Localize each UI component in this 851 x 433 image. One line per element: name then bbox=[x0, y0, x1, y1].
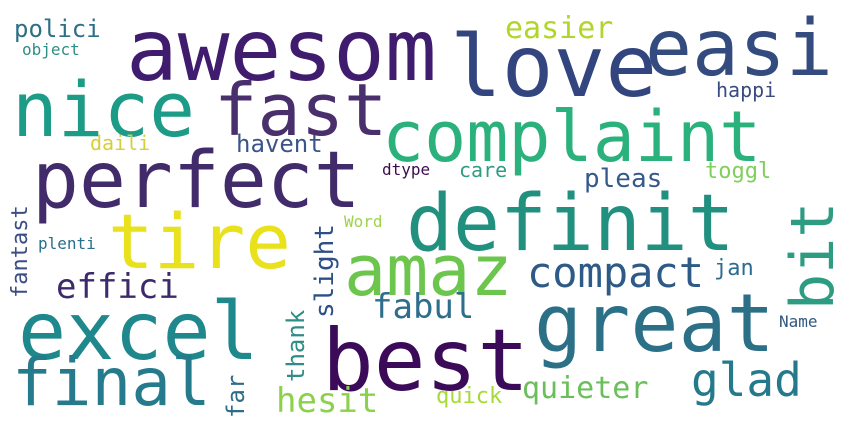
word-effici: effici bbox=[56, 267, 179, 307]
word-excel: excel bbox=[18, 285, 259, 378]
word-love: love bbox=[450, 17, 658, 117]
word-tire: tire bbox=[108, 197, 292, 286]
word-easi: easi bbox=[645, 4, 833, 94]
word-Name: Name bbox=[779, 312, 818, 331]
word-amaz: amaz bbox=[344, 230, 513, 312]
word-polici: polici bbox=[14, 15, 101, 43]
word-object: object bbox=[22, 40, 80, 59]
word-quick: quick bbox=[436, 384, 503, 409]
word-easier: easier bbox=[505, 11, 614, 46]
word-best: best bbox=[322, 311, 530, 411]
word-definit: definit bbox=[406, 179, 735, 269]
word-fantast: fantast bbox=[8, 205, 33, 298]
word-quieter: quieter bbox=[522, 371, 649, 406]
word-awesom: awesom bbox=[126, 1, 437, 101]
word-pleas: pleas bbox=[584, 164, 663, 194]
word-toggl: toggl bbox=[705, 159, 772, 184]
word-hesit: hesit bbox=[276, 381, 379, 421]
word-daili: daili bbox=[90, 131, 151, 155]
word-Word: Word bbox=[344, 212, 383, 231]
word-jan: jan bbox=[714, 256, 754, 281]
word-nice: nice bbox=[12, 65, 196, 154]
word-slight: slight bbox=[310, 224, 340, 318]
word-fabul: fabul bbox=[372, 287, 475, 327]
word-glad: glad bbox=[691, 353, 802, 407]
word-care: care bbox=[459, 158, 508, 182]
word-plenti: plenti bbox=[38, 234, 96, 253]
word-great: great bbox=[534, 277, 775, 370]
word-happi: happi bbox=[716, 78, 777, 102]
word-fast: fast bbox=[214, 68, 388, 152]
word-dtype: dtype bbox=[382, 160, 431, 179]
word-compact: compact bbox=[527, 248, 705, 297]
word-thank: thank bbox=[282, 309, 310, 382]
word-final: final bbox=[12, 344, 211, 421]
word-far: far bbox=[222, 374, 250, 418]
word-perfect: perfect bbox=[32, 136, 361, 226]
word-bit: bit bbox=[778, 201, 848, 310]
word-complaint: complaint bbox=[382, 96, 762, 178]
word-havent: havent bbox=[236, 130, 323, 158]
